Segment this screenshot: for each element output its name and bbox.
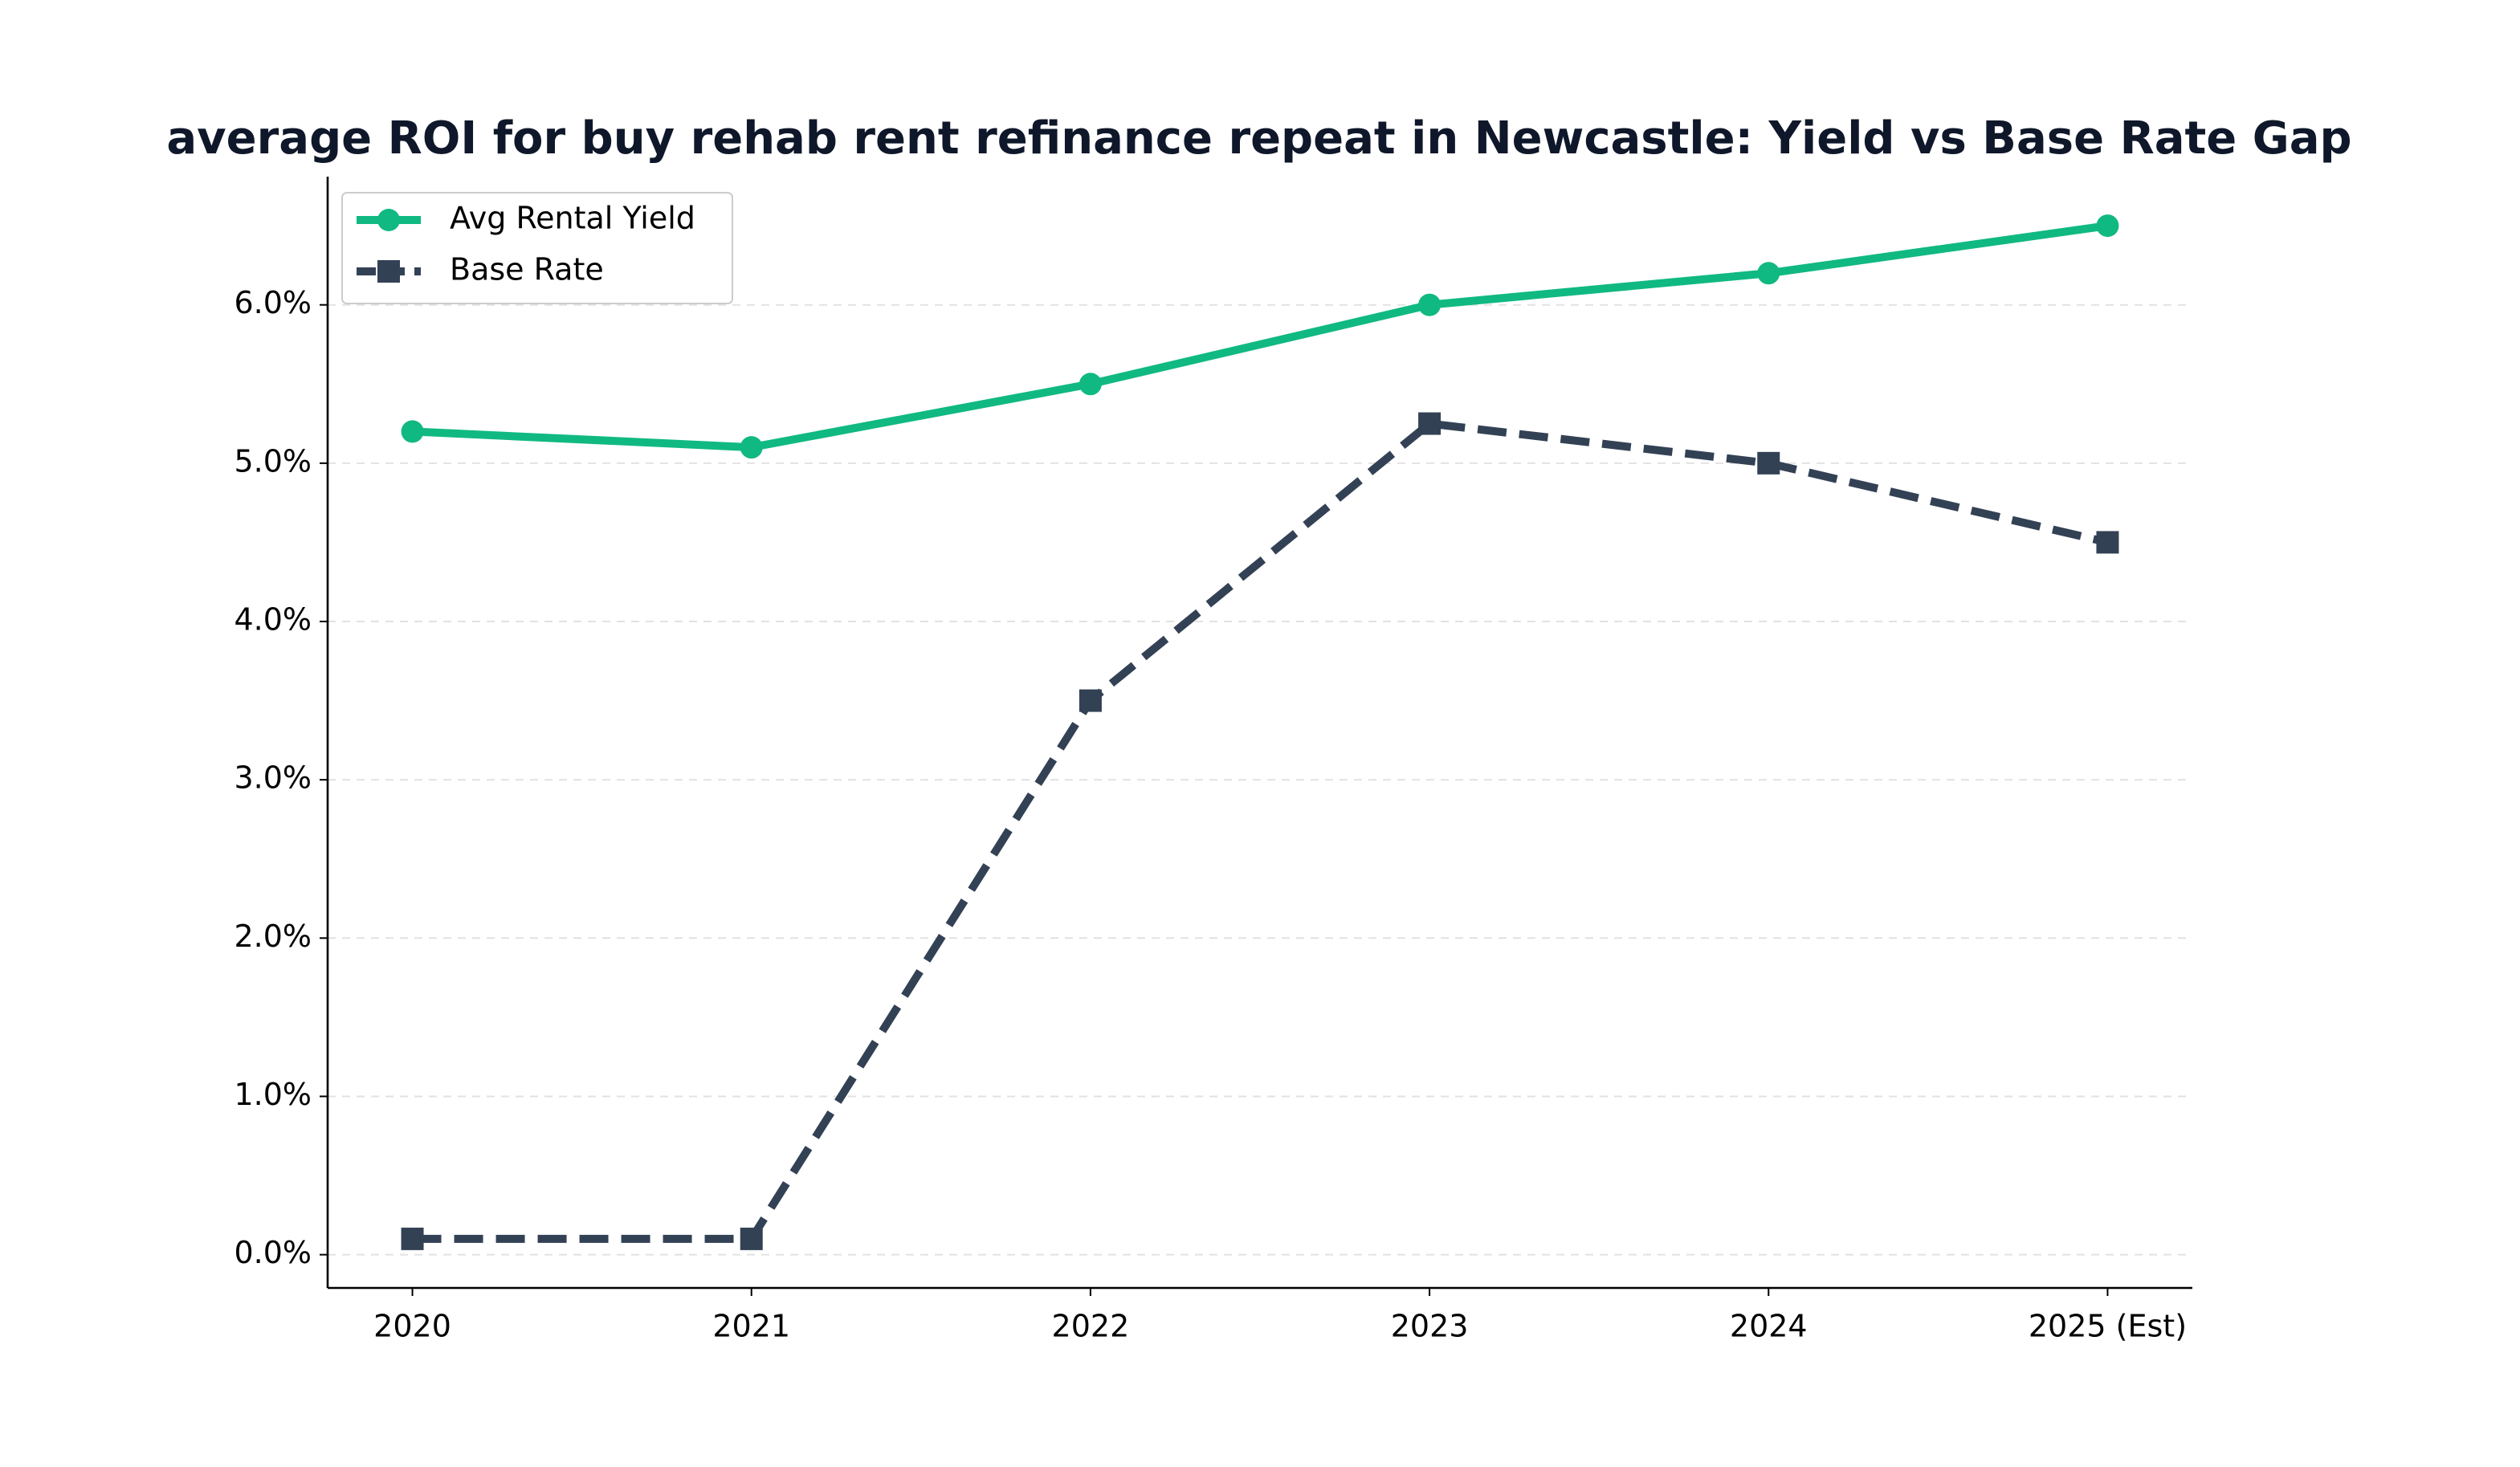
x-tick-label: 2025 (Est) bbox=[2029, 1309, 2187, 1344]
legend-label: Avg Rental Yield bbox=[450, 201, 695, 236]
marker bbox=[1079, 689, 1102, 712]
marker bbox=[1757, 262, 1780, 285]
legend-marker bbox=[377, 260, 400, 283]
marker bbox=[1418, 412, 1441, 435]
x-tick-label: 2021 bbox=[712, 1309, 790, 1344]
series-line bbox=[412, 222, 2109, 452]
marker bbox=[2096, 531, 2119, 554]
x-tick-label: 2022 bbox=[1052, 1309, 1130, 1344]
x-tick-label: 2024 bbox=[1730, 1309, 1808, 1344]
marker bbox=[401, 1227, 424, 1250]
y-tick-label: 5.0% bbox=[234, 443, 312, 479]
marker bbox=[1757, 451, 1780, 475]
y-tick-label: 6.0% bbox=[234, 285, 312, 320]
legend-marker bbox=[377, 209, 400, 231]
y-tick-label: 3.0% bbox=[234, 760, 312, 796]
y-tick-label: 2.0% bbox=[234, 919, 312, 954]
chart-title: average ROI for buy rehab rent refinance… bbox=[166, 112, 2351, 165]
marker bbox=[740, 1227, 763, 1250]
x-tick-label: 2023 bbox=[1391, 1309, 1469, 1344]
y-tick-label: 0.0% bbox=[234, 1235, 312, 1270]
legend-box bbox=[341, 192, 733, 304]
legend-label: Base Rate bbox=[450, 252, 604, 287]
marker bbox=[1079, 373, 1102, 396]
x-tick-label: 2020 bbox=[373, 1309, 451, 1344]
y-tick-label: 1.0% bbox=[234, 1077, 312, 1112]
series-line bbox=[412, 419, 2109, 1243]
marker bbox=[1418, 293, 1441, 316]
marker bbox=[401, 420, 424, 443]
y-tick-label: 4.0% bbox=[234, 601, 312, 637]
marker bbox=[740, 436, 763, 459]
marker bbox=[2096, 214, 2119, 238]
